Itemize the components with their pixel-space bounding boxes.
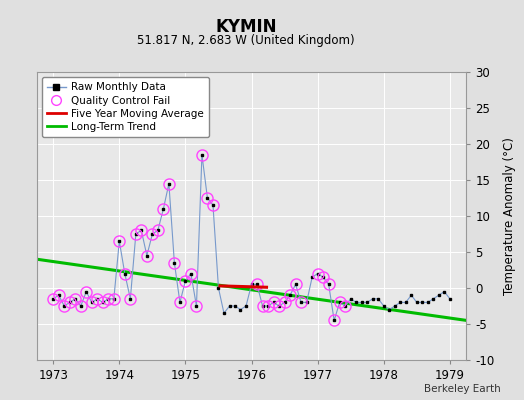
- Text: Berkeley Earth: Berkeley Earth: [424, 384, 500, 394]
- Legend: Raw Monthly Data, Quality Control Fail, Five Year Moving Average, Long-Term Tren: Raw Monthly Data, Quality Control Fail, …: [42, 77, 209, 137]
- Text: 51.817 N, 2.683 W (United Kingdom): 51.817 N, 2.683 W (United Kingdom): [137, 34, 355, 47]
- Y-axis label: Temperature Anomaly (°C): Temperature Anomaly (°C): [503, 137, 516, 295]
- Text: KYMIN: KYMIN: [215, 18, 277, 36]
